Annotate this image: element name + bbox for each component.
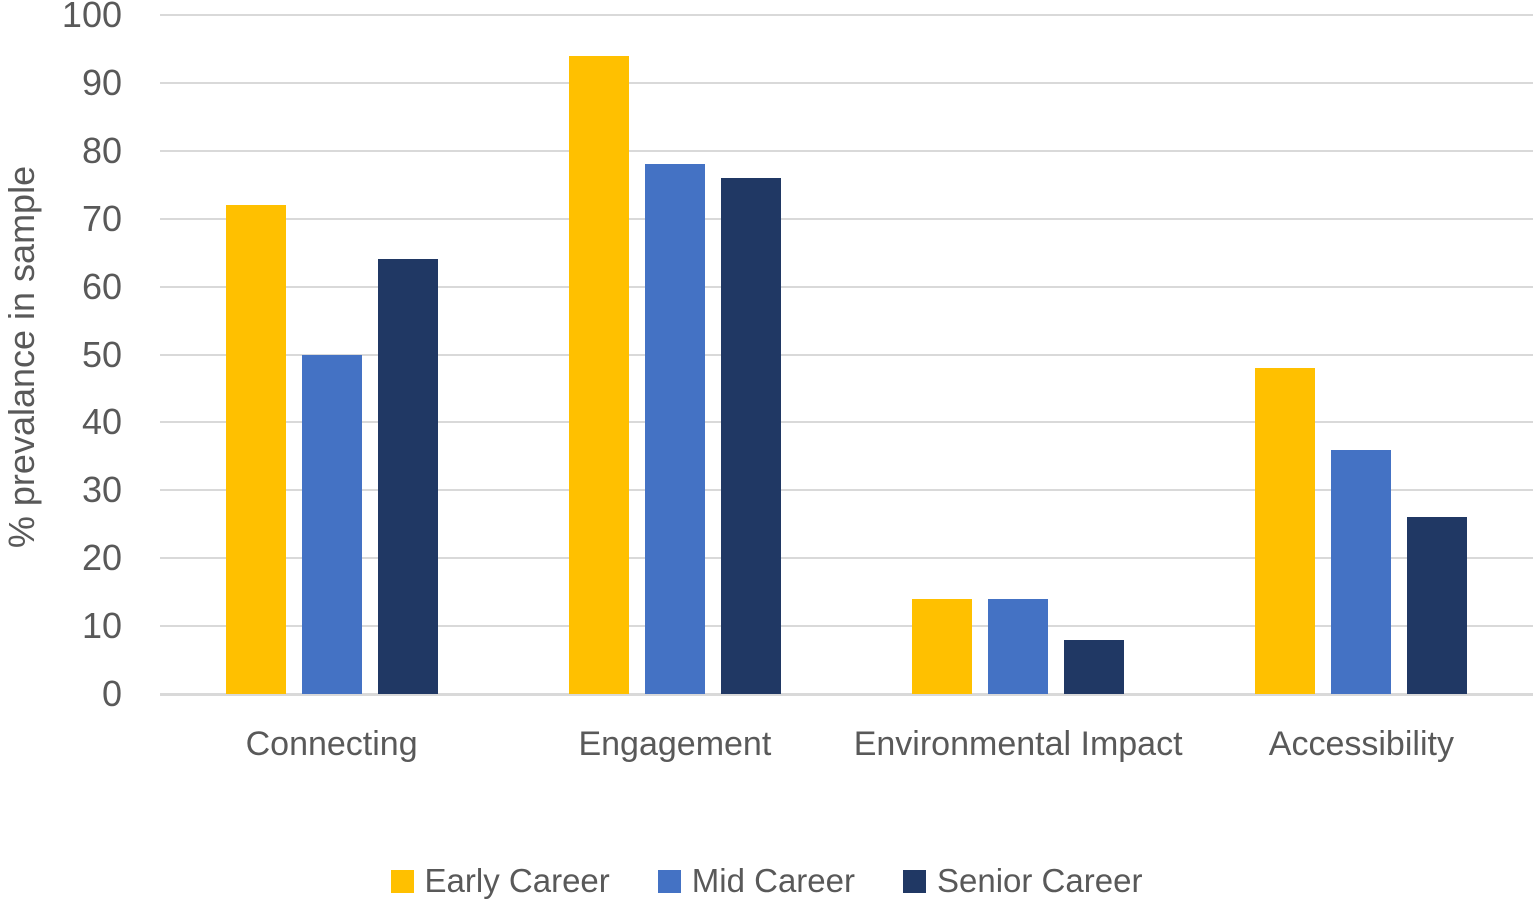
legend-swatch-icon (390, 869, 414, 893)
y-axis-tick-label: 70 (81, 197, 122, 239)
legend: Early Career Mid Career Senior Career (0, 862, 1533, 900)
gridline (160, 353, 1533, 356)
y-axis-tick-label: 30 (81, 469, 122, 511)
gridline (160, 217, 1533, 220)
legend-label: Senior Career (937, 862, 1143, 899)
legend-label: Early Career (424, 862, 610, 899)
gridline (160, 489, 1533, 492)
gridline (160, 285, 1533, 288)
y-axis-tick-label: 60 (81, 265, 122, 307)
gridline (160, 421, 1533, 424)
bar-senior-career-accessibility (1407, 517, 1468, 694)
y-axis-tick-label: 10 (81, 605, 122, 647)
y-axis-tick-label: 0 (101, 673, 122, 714)
legend-item-senior-career: Senior Career (903, 862, 1142, 900)
bar-senior-career-environmental-impact (1064, 639, 1125, 694)
x-axis-label-engagement: Engagement (578, 725, 772, 763)
bar-mid-career-connecting (301, 354, 362, 694)
bar-early-career-connecting (225, 205, 286, 694)
bar-mid-career-engagement (644, 164, 705, 694)
legend-label: Mid Career (691, 862, 855, 899)
gridline (160, 625, 1533, 628)
bar-early-career-environmental-impact (912, 598, 973, 694)
x-axis-line (160, 693, 1533, 696)
bar-early-career-engagement (568, 55, 629, 694)
y-axis-tick-label: 50 (81, 333, 122, 375)
y-axis-tick-label: 40 (81, 401, 122, 443)
bar-mid-career-accessibility (1331, 449, 1392, 694)
legend-item-early-career: Early Career (390, 862, 610, 900)
x-axis-label-environmental-impact: Environmental Impact (853, 725, 1183, 763)
y-axis-tick-label: 80 (81, 129, 122, 171)
legend-swatch-icon (657, 869, 681, 893)
bar-senior-career-engagement (720, 177, 781, 694)
gridline (160, 149, 1533, 152)
bar-senior-career-connecting (377, 259, 438, 694)
y-axis-tick-label: 100 (61, 0, 122, 35)
x-axis-label-connecting: Connecting (245, 725, 418, 763)
legend-swatch-icon (903, 869, 926, 893)
gridline (160, 14, 1533, 16)
gridline (160, 557, 1533, 560)
bar-early-career-accessibility (1255, 368, 1316, 694)
gridline (160, 81, 1533, 84)
legend-item-mid-career: Mid Career (657, 862, 855, 900)
y-axis-tick-label: 20 (81, 537, 122, 579)
y-axis-tick-label: 90 (81, 61, 122, 103)
x-axis-label-accessibility: Accessibility (1268, 725, 1454, 763)
bar-mid-career-environmental-impact (988, 598, 1049, 694)
